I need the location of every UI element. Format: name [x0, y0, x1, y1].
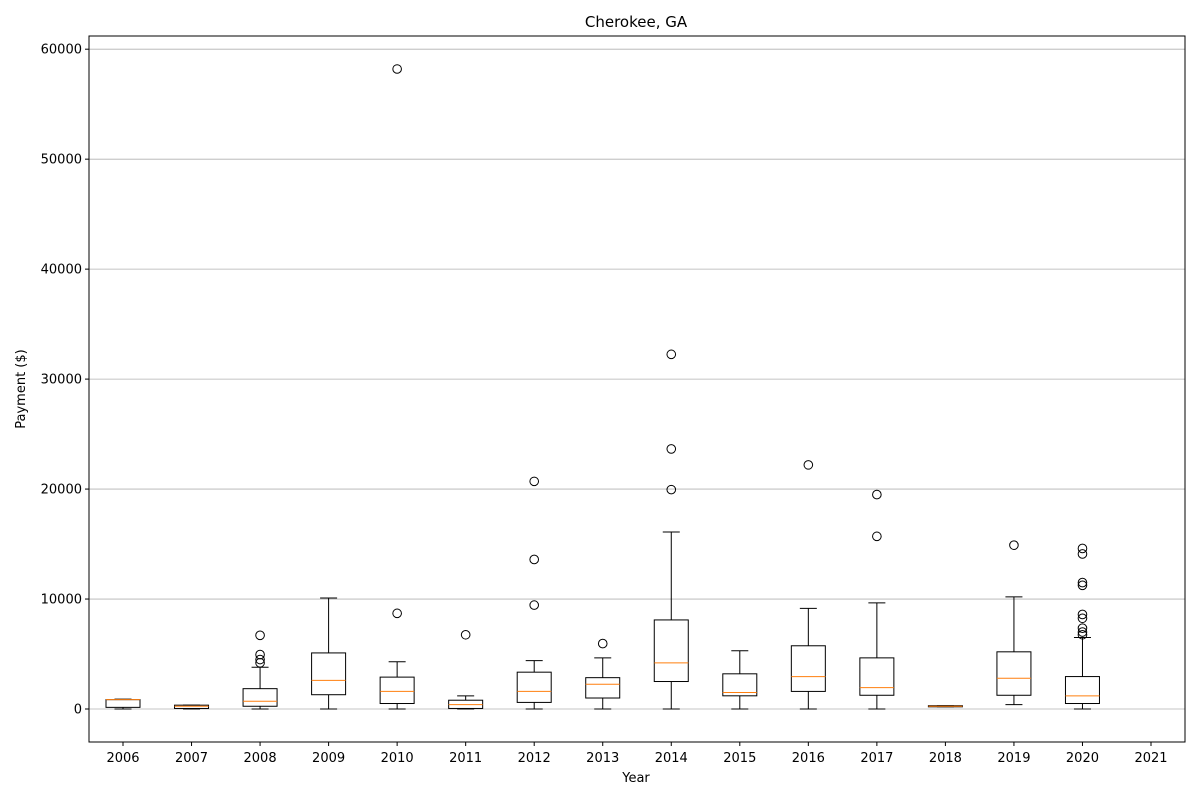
outlier-point [529, 600, 540, 610]
x-tick-label: 2014 [655, 751, 688, 766]
y-tick-label: 20000 [41, 483, 82, 498]
y-tick-label: 40000 [41, 263, 82, 278]
outlier-point [1077, 549, 1088, 559]
outlier-point [597, 638, 608, 649]
box-2016 [790, 460, 826, 710]
outlier-point [392, 64, 402, 74]
box-2019 [996, 540, 1032, 706]
box-2018 [927, 705, 963, 708]
outlier-point [255, 649, 265, 660]
outlier-point [666, 444, 677, 454]
outlier-point [1077, 623, 1088, 633]
outlier-point [460, 629, 471, 640]
outlier-point [666, 349, 677, 360]
iqr-box [242, 688, 278, 707]
iqr-box [1064, 676, 1100, 705]
box-2010 [379, 64, 415, 710]
y-tick-label: 60000 [41, 43, 82, 58]
iqr-box [996, 651, 1032, 696]
x-tick-label: 2019 [997, 751, 1030, 766]
outlier-point [392, 608, 402, 619]
x-tick-label: 2021 [1134, 751, 1167, 766]
y-axis-ticks: 0 10000 20000 30000 40000 50000 60000 [41, 43, 89, 718]
x-tick-label: 2020 [1066, 751, 1099, 766]
iqr-box [174, 704, 210, 709]
box-series [105, 64, 1100, 710]
box-2012 [516, 476, 552, 710]
box-2013 [585, 638, 621, 710]
outlier-point [529, 554, 540, 565]
box-2009 [311, 597, 347, 710]
chart-title: Cherokee, GA [585, 13, 688, 31]
box-2014 [653, 349, 689, 710]
box-2008 [242, 630, 278, 710]
x-tick-label: 2015 [723, 751, 756, 766]
x-tick-label: 2009 [312, 751, 345, 766]
y-axis-label: Payment ($) [14, 349, 29, 428]
iqr-box [105, 699, 141, 708]
outlier-point [1077, 627, 1088, 637]
outlier-point [803, 460, 814, 470]
x-tick-label: 2006 [106, 751, 139, 766]
x-axis-ticks: 2006 2007 2008 2009 2010 2011 2012 2013 2014 2015… [106, 742, 1168, 766]
iqr-box [653, 619, 689, 683]
outlier-point [1077, 580, 1088, 591]
grid-lines [89, 48, 1185, 710]
outlier-point [529, 476, 540, 487]
x-tick-label: 2016 [792, 751, 825, 766]
x-tick-label: 2011 [449, 751, 482, 766]
outlier-point [255, 630, 265, 641]
x-tick-label: 2012 [518, 751, 551, 766]
box-2020 [1064, 543, 1100, 710]
iqr-box [516, 671, 552, 703]
x-tick-label: 2007 [175, 751, 208, 766]
outlier-point [255, 654, 265, 665]
outlier-point [1077, 613, 1088, 624]
y-tick-label: 0 [74, 703, 82, 718]
box-2017 [859, 489, 895, 710]
x-tick-label: 2017 [860, 751, 893, 766]
outlier-point [1077, 609, 1088, 620]
x-tick-label: 2018 [929, 751, 962, 766]
outlier-point [872, 489, 882, 500]
y-tick-label: 30000 [41, 373, 82, 388]
iqr-box [722, 673, 758, 697]
box-2015 [722, 650, 758, 710]
outlier-point [666, 484, 677, 495]
iqr-box [311, 652, 347, 696]
x-axis-label: Year [621, 771, 650, 786]
iqr-box [859, 657, 895, 696]
box-2007 [174, 704, 210, 710]
box-2006 [105, 698, 141, 710]
outlier-point [872, 531, 882, 542]
outlier-point [1077, 543, 1088, 554]
x-tick-label: 2013 [586, 751, 619, 766]
iqr-box [585, 677, 621, 699]
x-tick-label: 2008 [244, 751, 277, 766]
box-2011 [448, 629, 484, 710]
iqr-box [379, 676, 415, 705]
iqr-box [790, 645, 826, 692]
y-tick-label: 50000 [41, 153, 82, 168]
outlier-point [1077, 577, 1088, 588]
plot-area-frame [88, 35, 1186, 743]
outlier-point [1077, 629, 1088, 640]
outlier-point [1009, 540, 1019, 550]
x-tick-label: 2010 [381, 751, 414, 766]
y-tick-label: 10000 [41, 593, 82, 608]
